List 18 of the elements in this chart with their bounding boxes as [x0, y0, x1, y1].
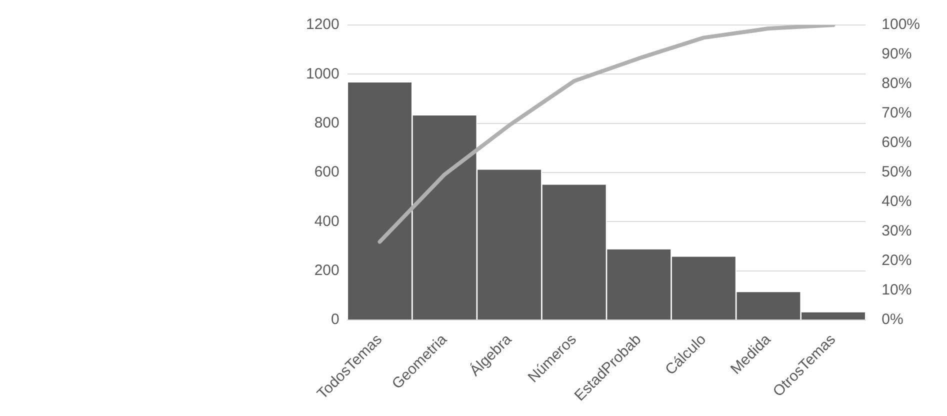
y-tick-label: 800 — [314, 114, 340, 132]
y-tick-label: 1000 — [306, 65, 340, 82]
y2-tick-label: 40% — [882, 193, 912, 210]
y2-tick-label: 10% — [882, 282, 912, 299]
y2-tick-label: 0% — [882, 311, 904, 328]
y-tick-label: 600 — [314, 164, 340, 181]
y-tick-label: 0 — [331, 311, 340, 328]
y-tick-label: 1200 — [306, 16, 340, 34]
y-tick-label: 400 — [314, 212, 340, 230]
y2-tick-label: 30% — [882, 222, 912, 240]
y-tick-label: 200 — [314, 262, 340, 279]
y2-tick-label: 80% — [882, 75, 912, 92]
y2-tick-label: 50% — [882, 164, 912, 181]
y2-tick-label: 100% — [882, 16, 920, 34]
y2-tick-label: 20% — [882, 252, 912, 270]
y2-tick-label: 60% — [882, 134, 912, 152]
y2-tick-label: 90% — [882, 46, 912, 63]
y2-tick-label: 70% — [882, 104, 912, 122]
